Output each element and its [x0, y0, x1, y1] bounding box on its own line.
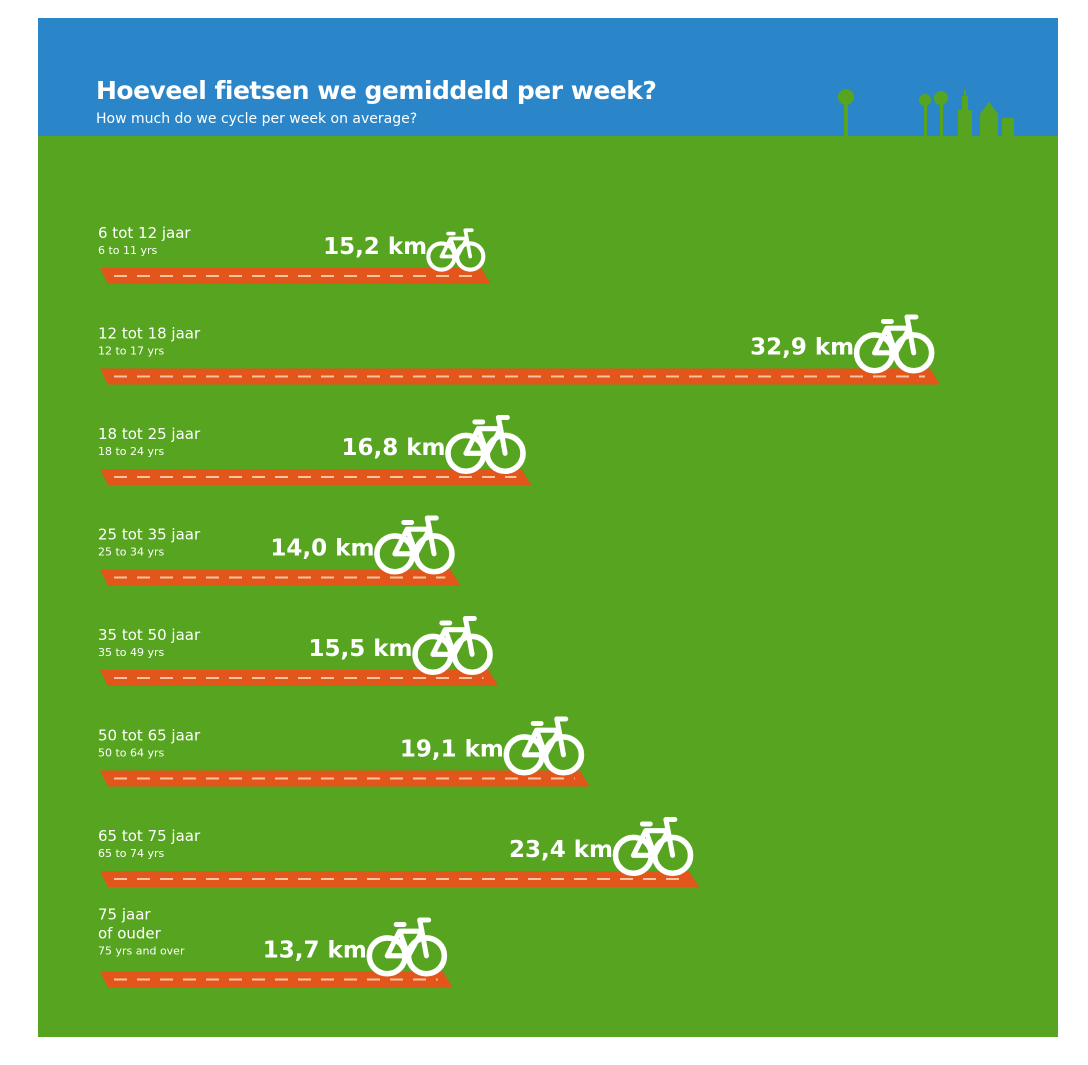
- category-sublabel: 75 yrs and over: [98, 945, 185, 958]
- category-label: 12 tot 18 jaar: [98, 325, 201, 343]
- bar-row: 50 tot 65 jaar 50 to 64 yrs 19,1 km: [98, 719, 590, 787]
- bar-row: 65 tot 75 jaar 65 to 74 yrs 23,4 km: [98, 819, 699, 887]
- bar-row: 6 tot 12 jaar 6 to 11 yrs 15,2 km: [98, 224, 491, 284]
- value-label: 13,7 km: [263, 938, 367, 964]
- bar-road: [100, 368, 940, 385]
- page-subtitle: How much do we cycle per week on average…: [96, 111, 418, 127]
- category-label: 18 tot 25 jaar: [98, 425, 201, 443]
- bicycle-icon: [506, 719, 581, 773]
- bicycle-icon: [857, 317, 932, 371]
- category-label: 6 tot 12 jaar: [98, 224, 191, 242]
- category-label: 75 jaar: [98, 906, 151, 924]
- category-label: 65 tot 75 jaar: [98, 827, 201, 845]
- category-label: of ouder: [98, 925, 162, 943]
- bar-row: 25 tot 35 jaar 25 to 34 yrs 14,0 km: [98, 518, 461, 586]
- sky-background: [38, 18, 1058, 136]
- value-label: 14,0 km: [270, 536, 374, 562]
- category-sublabel: 25 to 34 yrs: [98, 546, 165, 559]
- category-sublabel: 65 to 74 yrs: [98, 847, 165, 860]
- value-label: 32,9 km: [750, 335, 854, 361]
- category-sublabel: 35 to 49 yrs: [98, 646, 165, 659]
- bicycle-icon: [428, 230, 483, 269]
- bar-road: [100, 469, 532, 485]
- value-label: 16,8 km: [341, 435, 445, 461]
- bicycle-icon: [369, 920, 444, 974]
- bicycle-icon: [448, 417, 523, 471]
- page-title: Hoeveel fietsen we gemiddeld per week?: [96, 76, 657, 105]
- bar-chart: 6 tot 12 jaar 6 to 11 yrs 15,2 km 12 tot 18…: [98, 224, 940, 988]
- bar-row: 18 tot 25 jaar 18 to 24 yrs 16,8 km: [98, 417, 532, 485]
- category-sublabel: 6 to 11 yrs: [98, 244, 158, 257]
- category-label: 50 tot 65 jaar: [98, 727, 201, 745]
- value-label: 19,1 km: [400, 737, 504, 763]
- category-label: 25 tot 35 jaar: [98, 526, 201, 544]
- category-sublabel: 12 to 17 yrs: [98, 345, 165, 358]
- category-sublabel: 50 to 64 yrs: [98, 747, 165, 760]
- bar-row: 35 tot 50 jaar 35 to 49 yrs 15,5 km: [98, 618, 499, 686]
- bicycle-icon: [415, 618, 490, 672]
- value-label: 15,2 km: [323, 234, 427, 260]
- value-label: 15,5 km: [308, 636, 412, 662]
- bicycle-icon: [615, 819, 690, 873]
- category-label: 35 tot 50 jaar: [98, 626, 201, 644]
- bar-row: 12 tot 18 jaar 12 to 17 yrs 32,9 km: [98, 317, 940, 385]
- value-label: 23,4 km: [509, 837, 613, 863]
- city-skyline-icon: [838, 89, 1014, 140]
- bicycle-icon: [377, 518, 452, 572]
- bar-road: [100, 268, 491, 284]
- category-sublabel: 18 to 24 yrs: [98, 445, 165, 458]
- cycling-infographic: Hoeveel fietsen we gemiddeld per week? H…: [38, 18, 1058, 1037]
